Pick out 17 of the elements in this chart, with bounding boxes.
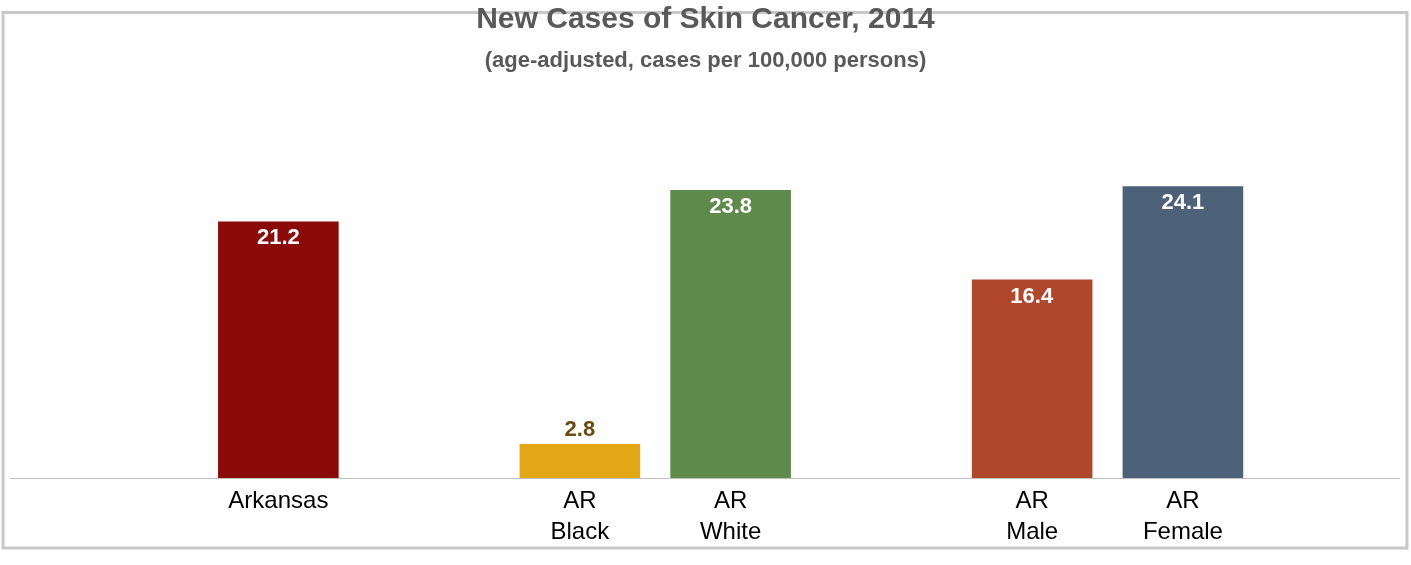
x-tick-label: AR White [699,485,762,544]
data-label: 24.1 [1161,189,1205,215]
data-label: 2.8 [564,416,596,442]
x-tick-label: AR Female [1142,485,1223,544]
x-tick-label: AR Black [550,485,611,544]
chart-subtitle: (age-adjusted, cases per 100,000 persons) [484,47,927,73]
x-tick-label: Arkansas [228,485,329,513]
bar [218,221,339,478]
bar [971,279,1093,478]
bar [670,189,791,478]
x-tick-label: AR Male [1006,485,1059,544]
chart-title: New Cases of Skin Cancer, 2014 [476,1,936,35]
bar [519,444,641,478]
data-label: 21.2 [256,224,300,250]
bar [1122,186,1244,478]
data-label: 23.8 [709,192,753,218]
data-label: 16.4 [1010,282,1054,308]
